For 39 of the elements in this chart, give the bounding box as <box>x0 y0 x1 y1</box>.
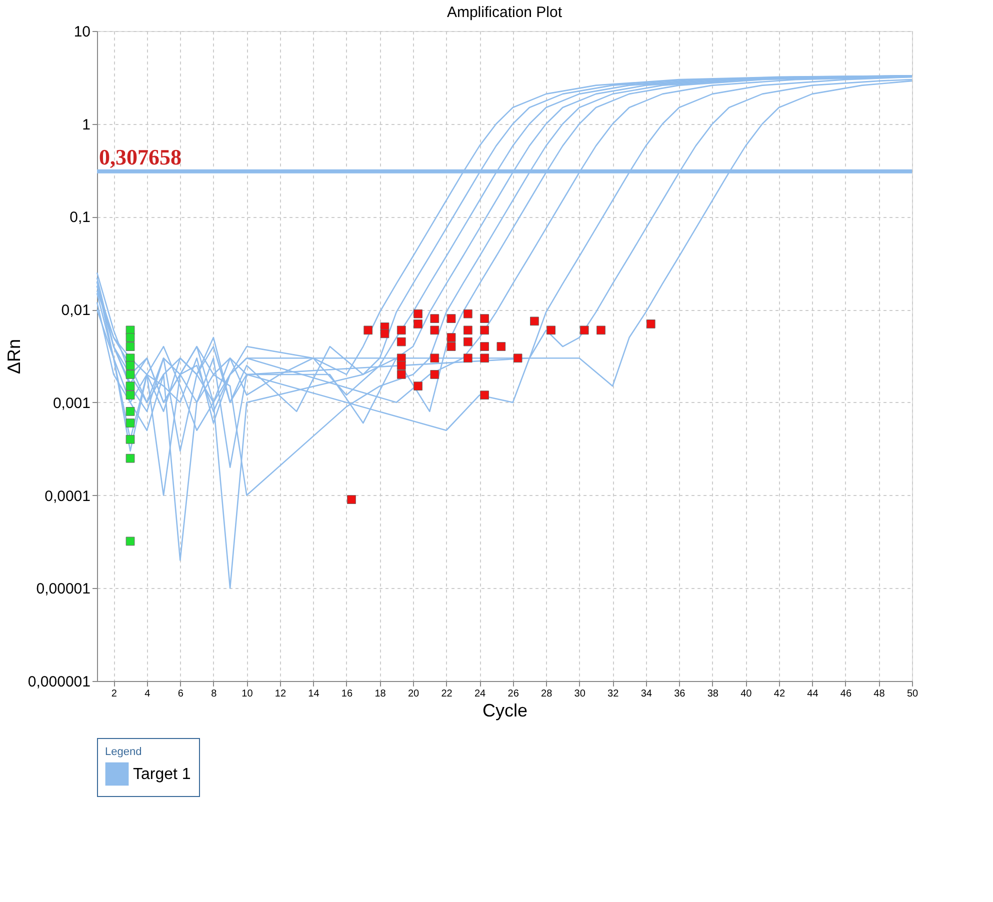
x-tick-label: 44 <box>807 688 819 700</box>
x-tick-label: 16 <box>341 688 353 700</box>
x-tick-label: 28 <box>541 688 553 700</box>
x-tick-label: 18 <box>374 688 386 700</box>
legend-title: Legend <box>105 746 142 758</box>
x-tick-label: 48 <box>874 688 886 700</box>
y-tick-label: 0,0001 <box>44 488 90 505</box>
y-tick-label: 0,001 <box>52 394 90 412</box>
x-tick-label: 36 <box>674 688 686 700</box>
x-axis-title: Cycle <box>482 700 528 720</box>
x-tick-label: 8 <box>211 688 218 700</box>
y-tick-label: 1 <box>82 116 90 134</box>
y-tick-label: 0,1 <box>70 209 90 226</box>
x-tick-label: 14 <box>308 688 320 700</box>
x-tick-label: 40 <box>740 688 752 700</box>
y-tick-label: 10 <box>74 24 90 40</box>
x-tick-label: 22 <box>441 688 453 700</box>
x-tick-label: 2 <box>111 688 118 700</box>
y-axis-title: ΔRn <box>4 338 24 374</box>
x-tick-label: 50 <box>906 688 918 700</box>
y-tick-label: 0,00001 <box>36 580 90 598</box>
x-tick-label: 46 <box>840 688 852 700</box>
x-tick-label: 32 <box>608 688 620 700</box>
legend-label: Target 1 <box>133 766 191 783</box>
chart-title: Amplification Plot <box>446 4 563 21</box>
x-tick-label: 12 <box>274 688 286 700</box>
x-tick-label: 6 <box>178 688 184 700</box>
x-tick-label: 38 <box>707 688 719 700</box>
y-tick-label: 0,000001 <box>28 674 90 690</box>
x-tick-label: 34 <box>640 688 652 700</box>
x-tick-label: 42 <box>774 688 786 700</box>
y-tick-label: 0,01 <box>61 302 90 320</box>
x-tick-label: 20 <box>408 688 420 700</box>
x-tick-label: 24 <box>474 688 486 700</box>
x-tick-label: 10 <box>242 688 254 700</box>
ref-line-label: 0,307658 <box>99 144 182 170</box>
x-tick-label: 4 <box>144 688 151 700</box>
x-tick-label: 30 <box>574 688 586 700</box>
x-tick-label: 26 <box>508 688 520 700</box>
